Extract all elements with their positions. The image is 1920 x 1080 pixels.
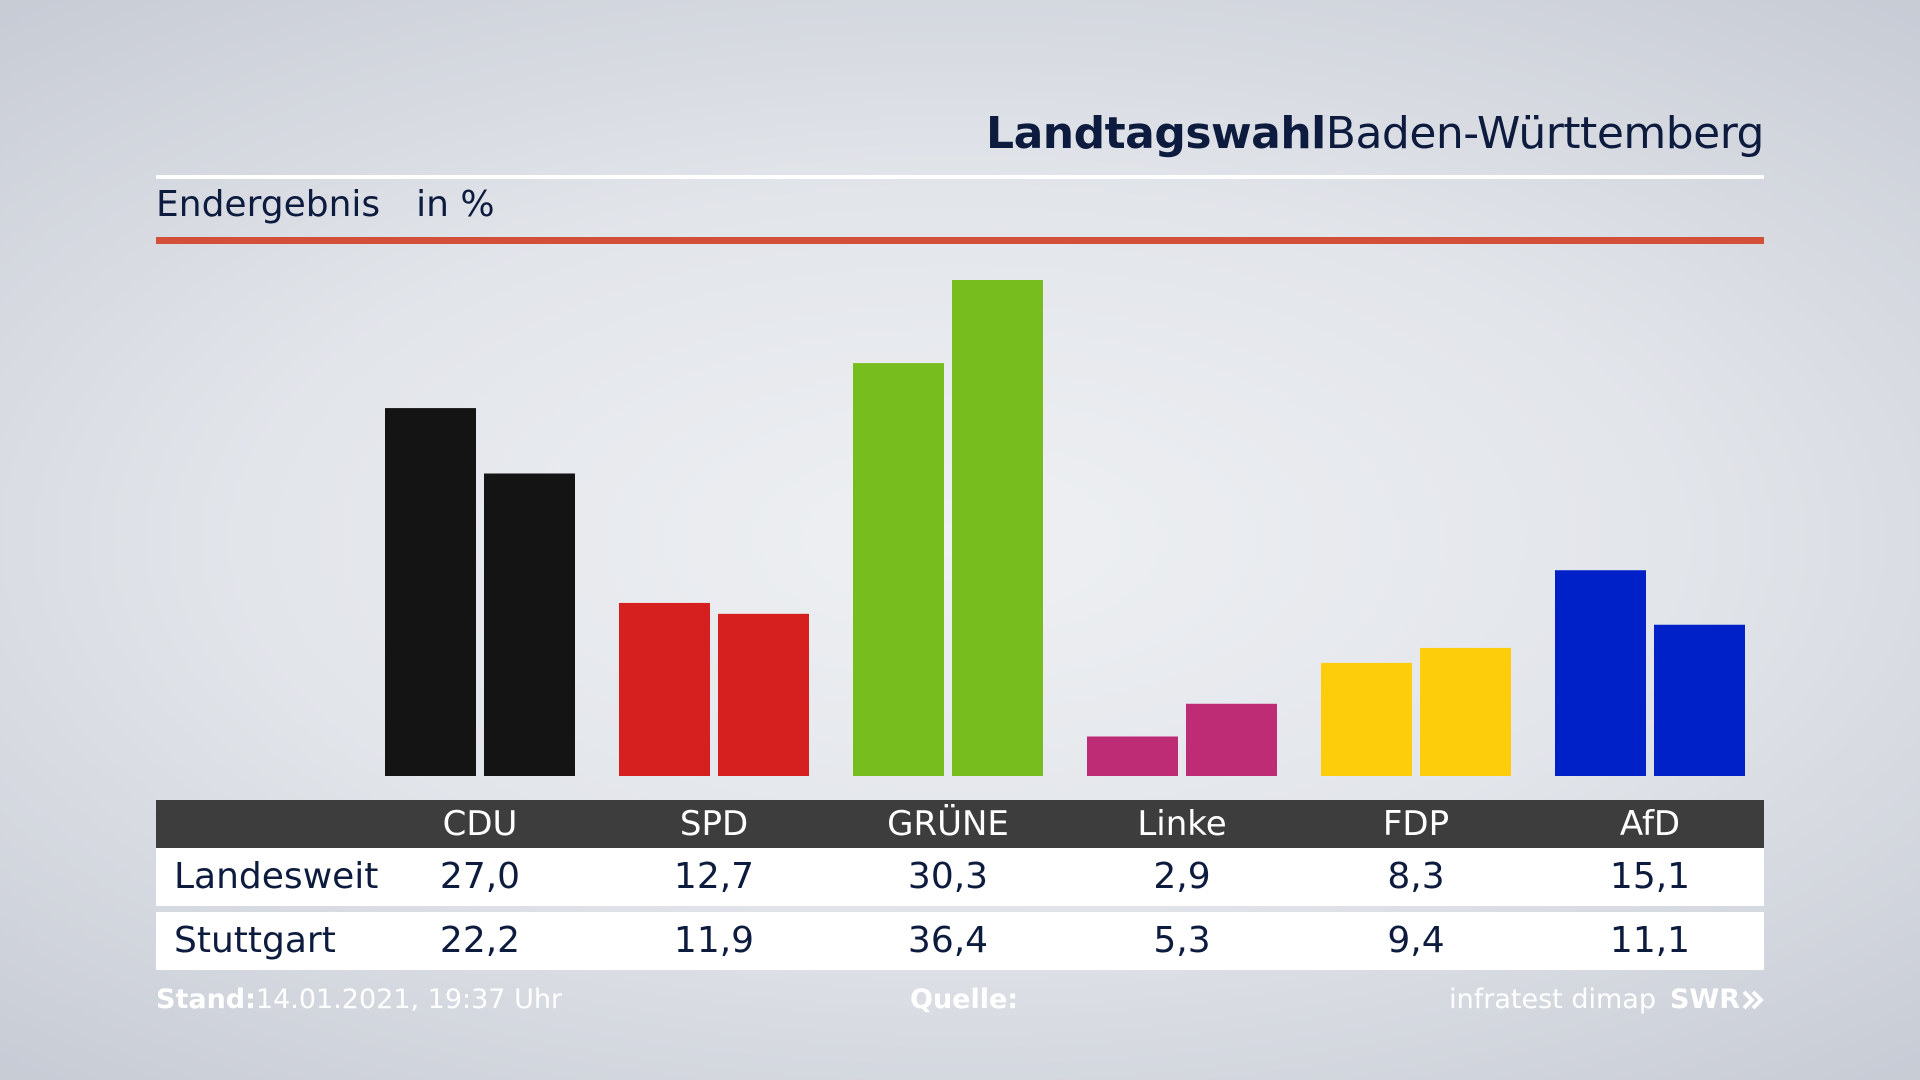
quelle-label: Quelle:: [910, 984, 1019, 1015]
bar-fdp-landesweit: [1321, 662, 1412, 776]
stand-label: Stand:: [156, 984, 256, 1015]
subtitle: Endergebnis in %: [156, 184, 495, 225]
value-linke-stuttgart: 5,3: [1153, 920, 1211, 961]
value-afd-stuttgart: 11,1: [1609, 920, 1691, 961]
column-header-spd: SPD: [679, 804, 749, 844]
swr-logo: SWR: [1670, 984, 1764, 1015]
row-label: Landesweit: [174, 856, 379, 897]
bar-linke-stuttgart: [1186, 703, 1277, 776]
value-cdu-stuttgart: 22,2: [439, 920, 521, 961]
table-header: CDU SPD GRÜNE Linke FDP AfD: [156, 800, 1764, 848]
subtitle-unit: in %: [416, 184, 495, 225]
bar-cdu-stuttgart: [484, 473, 575, 776]
bar-grüne-stuttgart: [952, 280, 1043, 776]
source-name: infratest dimap: [1449, 984, 1656, 1015]
footer-stand: Stand:14.01.2021, 19:37 Uhr: [156, 984, 562, 1015]
bar-cdu-landesweit: [385, 408, 476, 776]
value-grüne-stuttgart: 36,4: [907, 920, 989, 961]
results-table: CDU SPD GRÜNE Linke FDP AfD Landesweit 27,0 12…: [156, 800, 1764, 970]
row-label: Stuttgart: [174, 920, 336, 961]
title-divider: [156, 175, 1764, 179]
title-bold: Landtagswahl: [986, 108, 1326, 159]
value-afd-landesweit: 15,1: [1609, 856, 1691, 897]
bar-linke-landesweit: [1087, 736, 1178, 776]
value-fdp-landesweit: 8,3: [1387, 856, 1445, 897]
footer-quelle: Quelle:: [910, 984, 1018, 1015]
table-row-stuttgart: Stuttgart 22,2 11,9 36,4 5,3 9,4 11,1: [156, 912, 1764, 970]
value-linke-landesweit: 2,9: [1153, 856, 1211, 897]
title-rest: Baden-Württemberg: [1325, 108, 1765, 159]
column-header-fdp: FDP: [1382, 804, 1450, 844]
bar-spd-landesweit: [619, 602, 710, 776]
table-row-landesweit: Landesweit 27,0 12,7 30,3 2,9 8,3 15,1: [156, 848, 1764, 906]
bar-afd-stuttgart: [1654, 624, 1745, 776]
bar-afd-landesweit: [1555, 570, 1646, 776]
subtitle-label: Endergebnis: [156, 184, 381, 225]
column-header-linke: Linke: [1137, 804, 1227, 844]
double-chevron-icon: [1742, 990, 1764, 1009]
chart-title: LandtagswahlBaden-Württemberg: [986, 108, 1764, 159]
column-header-cdu: CDU: [442, 804, 518, 844]
value-spd-landesweit: 12,7: [673, 856, 755, 897]
bar-spd-stuttgart: [718, 613, 809, 776]
value-cdu-landesweit: 27,0: [439, 856, 521, 897]
column-header-grüne: GRÜNE: [887, 804, 1009, 844]
value-grüne-landesweit: 30,3: [907, 856, 989, 897]
bar-grüne-landesweit: [853, 363, 944, 776]
brand-label: SWR: [1669, 984, 1740, 1015]
bar-fdp-stuttgart: [1420, 647, 1511, 776]
value-fdp-stuttgart: 9,4: [1387, 920, 1445, 961]
stand-value: 14.01.2021, 19:37 Uhr: [255, 984, 563, 1015]
value-spd-stuttgart: 11,9: [673, 920, 755, 961]
footer-credits: infratest dimap SWR: [1449, 984, 1764, 1015]
column-header-afd: AfD: [1619, 804, 1681, 844]
accent-divider: [156, 237, 1764, 244]
